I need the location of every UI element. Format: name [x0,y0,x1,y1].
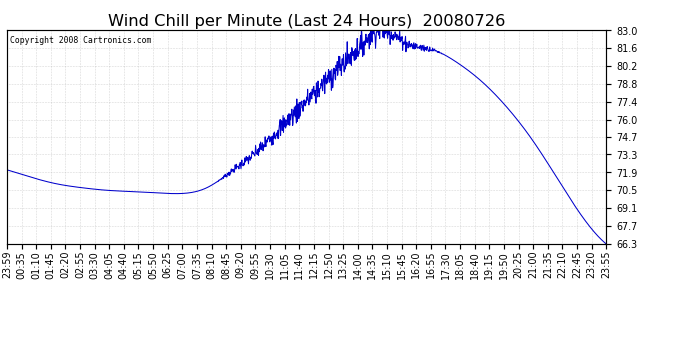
Title: Wind Chill per Minute (Last 24 Hours)  20080726: Wind Chill per Minute (Last 24 Hours) 20… [108,14,505,29]
Text: Copyright 2008 Cartronics.com: Copyright 2008 Cartronics.com [10,36,152,45]
